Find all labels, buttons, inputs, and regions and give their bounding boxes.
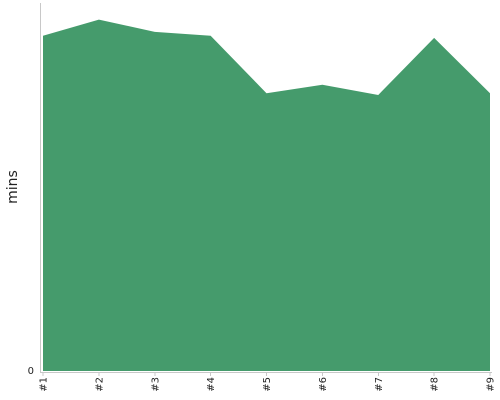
x-tick-label: #3 bbox=[150, 377, 161, 392]
x-tick-label: #7 bbox=[374, 377, 385, 392]
area-series-fill bbox=[43, 19, 490, 372]
y-axis-title: mins bbox=[5, 170, 21, 204]
y-tick-label: 0 bbox=[28, 366, 34, 377]
x-tick-label: #9 bbox=[486, 377, 497, 392]
x-tick-label: #5 bbox=[262, 377, 273, 392]
x-tick-label: #1 bbox=[39, 377, 50, 392]
plot-area bbox=[43, 19, 490, 372]
x-tick-label: #8 bbox=[430, 377, 441, 392]
x-tick-label: #4 bbox=[206, 377, 217, 392]
x-tick-label: #6 bbox=[318, 377, 329, 392]
y-axis-ticks: 0 bbox=[28, 366, 34, 377]
x-axis-ticks: #1 #2 #3 #4 #5 #6 #7 #8 #9 bbox=[39, 372, 497, 392]
x-tick-label: #2 bbox=[94, 377, 105, 392]
